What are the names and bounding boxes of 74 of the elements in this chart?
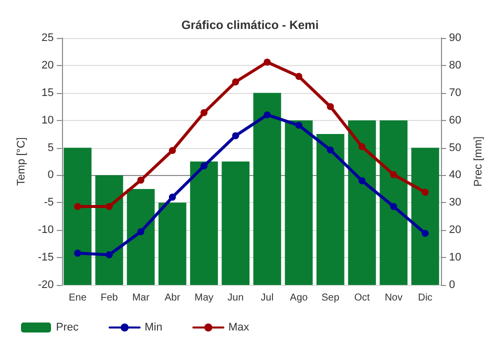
point — [390, 203, 398, 210]
x-tick-label: Dic — [418, 292, 432, 304]
point — [106, 203, 113, 210]
y2-axis-title: Prec [mm] — [472, 136, 484, 187]
point — [422, 188, 429, 196]
chart-title: Gráfico climático - Kemi — [181, 18, 319, 32]
point — [326, 103, 334, 110]
point — [358, 177, 366, 184]
point — [200, 109, 208, 116]
y-tick-label: 20 — [42, 59, 54, 72]
y2-tick-label: 10 — [449, 252, 462, 264]
bar — [253, 92, 282, 285]
y-tick-label: 15 — [42, 86, 54, 99]
point — [295, 72, 302, 80]
point — [200, 162, 208, 170]
point — [326, 146, 334, 154]
bar — [222, 162, 250, 285]
point — [137, 228, 144, 236]
y2-tick-label: 90 — [449, 32, 462, 44]
point — [232, 78, 240, 86]
y-tick-label: -5 — [44, 196, 54, 209]
x-tick-label: Jul — [260, 292, 274, 304]
point — [232, 132, 240, 140]
point — [168, 194, 176, 201]
x-tick-label: May — [194, 292, 214, 304]
bar — [64, 148, 92, 285]
y-tick-label: -20 — [38, 279, 54, 291]
y-axis-title: Temp [°C] — [16, 137, 28, 186]
x-tick-label: Abr — [164, 292, 181, 304]
bar — [95, 175, 124, 285]
point — [74, 203, 82, 210]
y-tick-label: 0 — [48, 169, 54, 182]
y2-tick-label: 40 — [449, 169, 462, 182]
bar — [126, 188, 155, 285]
bar — [411, 148, 440, 285]
y2-tick-label: 30 — [449, 196, 462, 209]
y2-tick-label: 0 — [449, 279, 456, 291]
point — [168, 147, 176, 154]
bar — [158, 202, 186, 285]
point — [358, 143, 366, 150]
bar — [380, 120, 408, 285]
y-tick-label: 25 — [42, 32, 54, 44]
point — [422, 230, 429, 237]
x-tick-label: Nov — [384, 292, 402, 304]
y-tick-label: 5 — [48, 142, 54, 154]
point — [106, 251, 113, 258]
x-tick-label: Ene — [68, 292, 87, 304]
bar — [284, 120, 313, 285]
x-tick-label: Jun — [228, 292, 244, 304]
y2-tick-label: 70 — [449, 86, 462, 99]
y2-tick-label: 20 — [449, 224, 462, 236]
legend-label: Min — [144, 322, 162, 334]
bar — [316, 134, 344, 285]
legend-label: Prec — [56, 322, 80, 334]
y-tick-label: -10 — [38, 224, 54, 236]
point — [295, 122, 302, 129]
y-tick-label: 10 — [42, 114, 54, 126]
y2-tick-label: 50 — [449, 142, 462, 154]
point — [74, 250, 82, 257]
x-tick-label: Feb — [100, 292, 118, 304]
point — [390, 171, 398, 178]
bar — [348, 120, 376, 285]
bar — [190, 162, 218, 285]
point — [264, 111, 271, 118]
y-tick-label: -15 — [38, 252, 54, 264]
y2-tick-label: 60 — [449, 114, 462, 126]
y2-tick-label: 80 — [449, 59, 462, 72]
x-tick-label: Ago — [290, 292, 308, 304]
point — [137, 176, 144, 184]
point — [264, 58, 271, 66]
legend-label: Max — [228, 322, 250, 334]
x-tick-label: Oct — [354, 292, 370, 304]
x-tick-label: Sep — [322, 292, 340, 304]
x-tick-label: Mar — [132, 292, 150, 304]
